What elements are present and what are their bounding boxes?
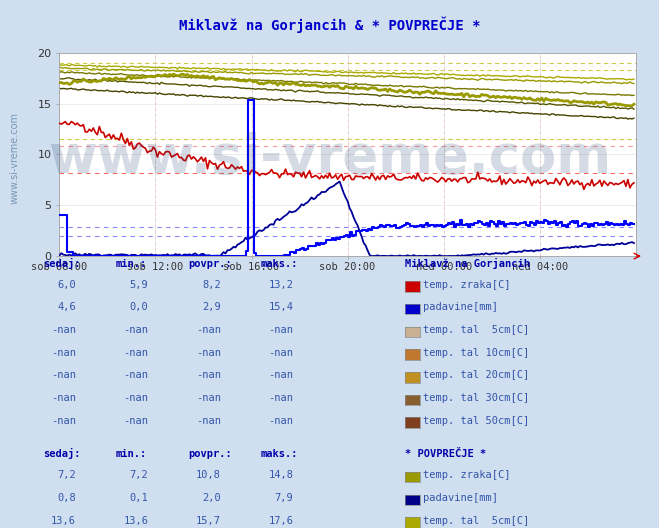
Text: 0,8: 0,8 xyxy=(57,493,76,503)
Text: 13,6: 13,6 xyxy=(51,516,76,526)
Text: sedaj:: sedaj: xyxy=(43,258,80,269)
Text: -nan: -nan xyxy=(268,370,293,380)
Text: www.si-vreme.com: www.si-vreme.com xyxy=(48,133,611,184)
Text: 10,8: 10,8 xyxy=(196,470,221,480)
Text: -nan: -nan xyxy=(196,325,221,335)
Text: * POVPREČJE *: * POVPREČJE * xyxy=(405,449,486,459)
Text: maks.:: maks.: xyxy=(260,259,298,269)
Text: 13,6: 13,6 xyxy=(123,516,148,526)
Text: -nan: -nan xyxy=(123,393,148,403)
Text: -nan: -nan xyxy=(268,347,293,357)
Text: 7,9: 7,9 xyxy=(275,493,293,503)
Text: -nan: -nan xyxy=(51,325,76,335)
Text: Miklavž na Gorjancih & * POVPREČJE *: Miklavž na Gorjancih & * POVPREČJE * xyxy=(179,17,480,33)
Text: 0,0: 0,0 xyxy=(130,302,148,312)
Text: -nan: -nan xyxy=(123,370,148,380)
Text: 2,9: 2,9 xyxy=(202,302,221,312)
Text: -nan: -nan xyxy=(51,347,76,357)
Text: -nan: -nan xyxy=(123,325,148,335)
Text: -nan: -nan xyxy=(268,325,293,335)
Text: temp. zraka[C]: temp. zraka[C] xyxy=(423,279,511,289)
Text: www.si-vreme.com: www.si-vreme.com xyxy=(9,112,20,204)
Text: -nan: -nan xyxy=(51,370,76,380)
Text: 5,9: 5,9 xyxy=(130,279,148,289)
Text: -nan: -nan xyxy=(268,393,293,403)
Text: -nan: -nan xyxy=(51,416,76,426)
Text: 7,2: 7,2 xyxy=(57,470,76,480)
Text: 15,4: 15,4 xyxy=(268,302,293,312)
Text: 14,8: 14,8 xyxy=(268,470,293,480)
Text: -nan: -nan xyxy=(196,347,221,357)
Text: temp. tal 10cm[C]: temp. tal 10cm[C] xyxy=(423,347,529,357)
Text: 2,0: 2,0 xyxy=(202,493,221,503)
Text: padavine[mm]: padavine[mm] xyxy=(423,302,498,312)
Text: povpr.:: povpr.: xyxy=(188,449,231,459)
Text: -nan: -nan xyxy=(51,393,76,403)
Text: -nan: -nan xyxy=(123,416,148,426)
Text: 6,0: 6,0 xyxy=(57,279,76,289)
Text: 4,6: 4,6 xyxy=(57,302,76,312)
Text: temp. tal 30cm[C]: temp. tal 30cm[C] xyxy=(423,393,529,403)
Text: min.:: min.: xyxy=(115,449,146,459)
Text: temp. tal 50cm[C]: temp. tal 50cm[C] xyxy=(423,416,529,426)
Text: Miklavž na Gorjancih: Miklavž na Gorjancih xyxy=(405,258,530,269)
Text: temp. tal 20cm[C]: temp. tal 20cm[C] xyxy=(423,370,529,380)
Text: temp. zraka[C]: temp. zraka[C] xyxy=(423,470,511,480)
Text: sedaj:: sedaj: xyxy=(43,448,80,459)
Text: -nan: -nan xyxy=(268,416,293,426)
Text: 15,7: 15,7 xyxy=(196,516,221,526)
Text: -nan: -nan xyxy=(196,370,221,380)
Text: min.:: min.: xyxy=(115,259,146,269)
Text: 13,2: 13,2 xyxy=(268,279,293,289)
Text: 7,2: 7,2 xyxy=(130,470,148,480)
Text: povpr.:: povpr.: xyxy=(188,259,231,269)
Text: -nan: -nan xyxy=(123,347,148,357)
Text: 0,1: 0,1 xyxy=(130,493,148,503)
Text: temp. tal  5cm[C]: temp. tal 5cm[C] xyxy=(423,516,529,526)
Text: temp. tal  5cm[C]: temp. tal 5cm[C] xyxy=(423,325,529,335)
Text: maks.:: maks.: xyxy=(260,449,298,459)
Text: padavine[mm]: padavine[mm] xyxy=(423,493,498,503)
Text: 8,2: 8,2 xyxy=(202,279,221,289)
Text: 17,6: 17,6 xyxy=(268,516,293,526)
Text: -nan: -nan xyxy=(196,416,221,426)
Text: -nan: -nan xyxy=(196,393,221,403)
